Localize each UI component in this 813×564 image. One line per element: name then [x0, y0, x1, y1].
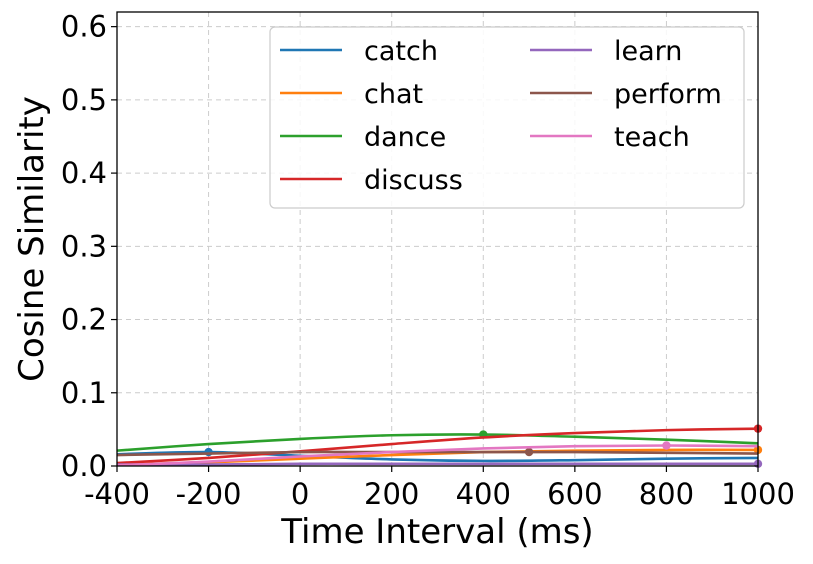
x-tick-label: -400	[84, 477, 150, 511]
legend-item-teach: teach	[530, 122, 690, 153]
series-line-discuss	[117, 427, 758, 465]
series-line-perform	[117, 450, 758, 457]
x-tick-label: 600	[547, 477, 602, 511]
x-tick-label: -200	[176, 477, 242, 511]
legend-label: catch	[364, 36, 438, 67]
x-tick-label: 0	[291, 477, 309, 511]
x-tick-label: 400	[456, 477, 511, 511]
y-tick-label: 0.4	[61, 156, 107, 190]
legend-label: teach	[614, 122, 690, 153]
series-discuss	[117, 427, 758, 465]
x-tick-label: 800	[639, 477, 694, 511]
legend-item-discuss: discuss	[280, 165, 463, 196]
series-marker-perform	[524, 447, 534, 457]
legend-label: perform	[614, 79, 722, 110]
legend-label: chat	[364, 79, 423, 110]
axis-ticks: -400 -200 0 200 400 600 800 1000 0.0 0.1 0.2 0.3 0.4…	[61, 10, 795, 511]
series-dance	[117, 433, 758, 452]
plot-frame	[116, 11, 759, 467]
legend: catch chat dance discuss learn perform teach	[269, 26, 745, 209]
series-perform	[117, 450, 758, 457]
legend-label: learn	[614, 36, 682, 67]
series-line-dance	[117, 433, 758, 452]
series-learn	[117, 462, 758, 466]
legend-label: discuss	[364, 165, 463, 196]
legend-item-catch: catch	[280, 36, 438, 67]
legend-item-learn: learn	[530, 36, 682, 67]
series-marker-teach	[662, 441, 671, 450]
series-line-teach	[117, 444, 758, 466]
series-lines	[117, 424, 763, 469]
series-teach	[117, 444, 758, 466]
y-tick-label: 0.0	[61, 449, 107, 483]
y-tick-label: 0.1	[61, 376, 107, 410]
series-marker-catch	[204, 447, 213, 457]
x-tick-label: 200	[364, 477, 419, 511]
legend-label: dance	[364, 122, 446, 153]
y-tick-label: 0.5	[61, 83, 107, 117]
series-line-learn	[117, 462, 758, 466]
legend-item-chat: chat	[280, 79, 423, 110]
legend-item-dance: dance	[280, 122, 446, 153]
y-tick-label: 0.3	[61, 229, 107, 263]
x-tick-label: 1000	[721, 477, 795, 511]
legend-box	[269, 26, 745, 209]
y-tick-label: 0.2	[61, 303, 107, 337]
legend-item-perform: perform	[530, 79, 722, 110]
y-axis-label: Cosine Similarity	[12, 96, 52, 382]
y-tick-label: 0.6	[61, 10, 107, 44]
x-axis-label: Time Interval (ms)	[280, 512, 593, 552]
